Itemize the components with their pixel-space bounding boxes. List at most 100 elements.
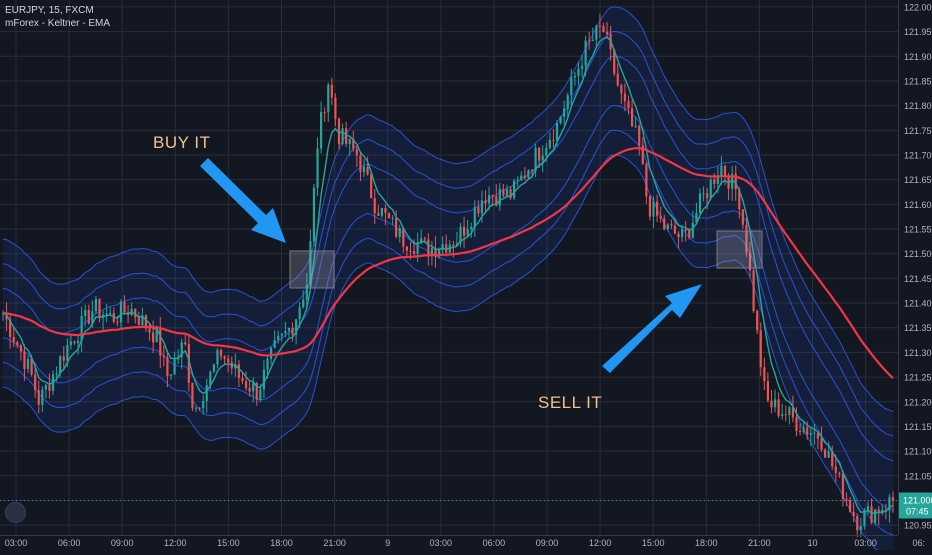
candle-body [495,196,498,206]
candle-body [280,333,283,336]
candle-body [152,332,155,343]
candle-body [863,510,866,527]
time-tick-label: 09:00 [111,538,134,548]
candle-body [395,218,398,237]
candle-body [588,40,591,42]
candle-body [820,438,823,450]
candle-body [791,407,795,418]
candle-body [566,95,569,109]
candle-body [655,201,659,216]
candle-body [584,40,587,66]
candle-body [184,342,187,345]
candle-body [227,358,230,363]
candle-body [849,500,852,513]
candle-body [294,319,298,335]
candle-body [538,147,541,161]
symbol-title[interactable]: EURJPY, 15, FXCM [5,5,94,16]
candle-body [620,85,623,94]
candle-body [66,345,69,361]
candle-body [823,449,827,458]
candle-body [470,226,473,230]
candle-body [327,84,330,113]
candle-body [505,189,509,196]
candle-body [370,174,373,199]
candle-body [598,25,602,27]
candle-body [51,374,55,391]
candle-body [180,342,183,358]
price-tick-label: 121.450 [904,274,932,284]
candle-body [716,176,719,184]
price-badge [899,492,932,519]
candle-body [884,509,887,511]
candle-body [387,212,391,219]
candle-body [684,229,687,231]
candle-body [630,108,634,127]
candle-body [831,451,834,467]
candle-body [477,207,480,214]
ema-line [2,146,894,379]
candle-body [405,246,408,251]
keltner-band-lower [2,104,894,511]
price-tick-label: 120.950 [904,521,932,531]
price-tick-label: 121.350 [904,323,932,333]
candle-body [291,327,294,335]
candle-body [673,225,677,234]
candle-body [55,373,58,375]
candle-body [255,383,258,400]
candle-body [209,371,212,386]
candle-body [781,414,784,416]
candle-body [323,112,326,114]
candle-body [713,179,716,184]
time-axis[interactable]: 03:00 06:00 09:00 12:00 15:00 18:00 21:00 9 03:0… [0,535,925,549]
candle-body [652,201,655,217]
candle-body [459,226,462,244]
candle-body [834,466,837,473]
tradingview-logo-icon[interactable] [5,502,26,523]
time-tick-label: 15:00 [642,538,665,548]
candle-body [784,414,787,416]
candle-body [502,188,505,196]
candle-body [795,417,798,432]
candle-body [563,108,566,117]
candle-body [809,433,812,435]
candle-body [763,367,766,382]
candle-body [827,451,830,458]
candle-body [866,506,870,511]
price-tick-label: 121.100 [904,447,932,457]
candle-body [545,147,548,156]
candle-body [259,389,262,400]
candle-body [144,315,148,329]
candle-body [341,128,344,145]
candle-body [345,128,348,144]
indicator-title[interactable]: mForex - Keltner - EMA [5,18,111,29]
candle-body [359,155,362,173]
candle-body [888,497,891,511]
candle-body [527,170,530,178]
candle-body [41,389,44,405]
candle-body [788,407,791,415]
candle-body [845,499,848,501]
sell-signal-box [716,230,763,269]
candle-body [520,175,523,180]
candle-body [462,226,466,236]
candle-body [416,243,419,254]
candle-body [162,355,165,358]
indicator-lines [2,36,894,515]
candle-body [659,215,662,219]
candle-body [530,170,534,172]
candle-body [516,179,519,181]
candle-body [756,311,759,331]
candle-body [480,200,484,214]
candle-body [434,248,437,257]
candle-body [777,399,780,416]
candle-body [445,244,448,253]
sell-arrow-icon [602,284,702,373]
candle-body [241,377,244,382]
candle-body [137,317,140,326]
candle-body [534,147,537,171]
candle-body [663,218,666,230]
candle-body [430,248,434,257]
